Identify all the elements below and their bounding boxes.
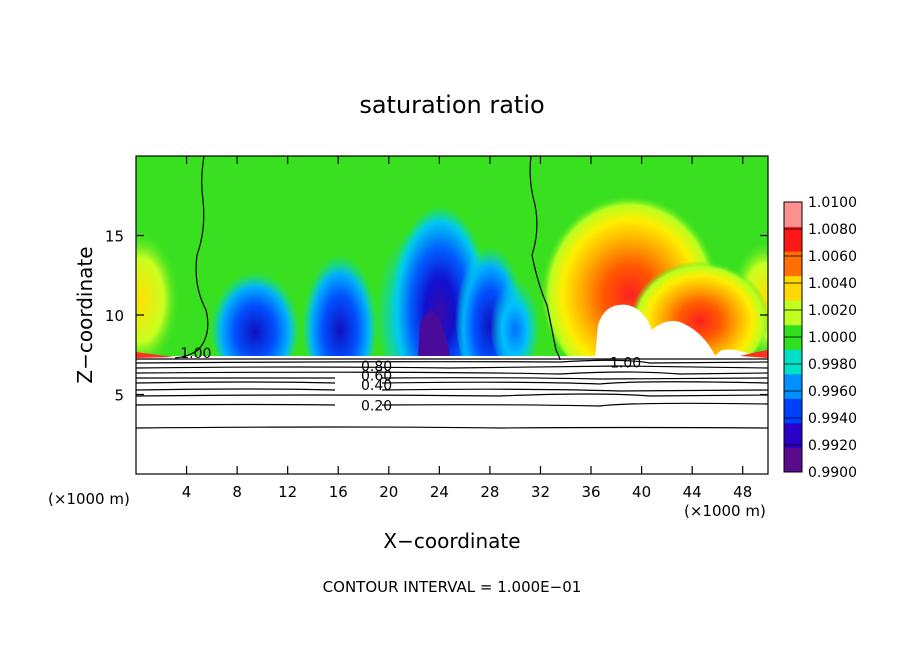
contour-line-0p20 [136,402,768,407]
x-axis: 4 8 12 16 20 24 28 32 36 40 44 48 [182,156,752,501]
x-axis-label: X−coordinate [383,529,520,553]
x-tick-label: 28 [480,483,499,501]
contour-label: 1.00 [610,356,641,372]
x-unit-left: (×1000 m) [48,490,130,508]
colorbar-segment [784,373,802,399]
contour-label: 0.40 [361,378,392,394]
contour-line-top-3 [136,365,768,369]
contour-line-0p80 [136,377,768,380]
x-tick-label: 4 [182,483,192,501]
x-tick-label: 40 [632,483,651,501]
colorbar-segment [784,300,802,326]
x-tick-label: 20 [379,483,398,501]
contour-label: 0.80 [361,359,392,375]
y-axis-label: Z−coordinate [73,246,97,383]
contour-line-mid [136,393,768,397]
contour-line-top-4 [136,371,768,375]
x-tick-label: 24 [430,483,449,501]
y-axis: 5 10 15 [105,228,768,405]
field-yellow-left [136,230,180,370]
contour-line-0p60 [136,381,768,385]
contour-line-top-2 [136,359,768,364]
contour-line-bottom [136,426,768,429]
contour-label: 1.00 [180,346,211,362]
field-blue-plume-2 [302,240,378,390]
colorbar-segment [784,422,802,448]
x-tick-label: 32 [531,483,550,501]
colorbar-tick-label: 1.0060 [808,249,857,265]
colorbar-segment [784,226,802,252]
contour-label: 0.20 [361,399,392,415]
x-tick-label: 44 [683,483,702,501]
contour-labels: 1.00 1.00 0.800.600.40 0.20 [180,346,641,414]
contour-lines [136,156,768,429]
colorbar-tick-label: 1.0020 [808,303,857,319]
colorbar-tick-label: 0.9900 [808,465,857,481]
field-dark-core [418,311,450,358]
y-tick-label: 15 [105,228,124,246]
colorbar-segment [784,251,802,277]
colorbar-segment [784,349,802,375]
x-tick-label: 16 [329,483,348,501]
x-tick-label: 12 [278,483,297,501]
contour-interval-footer: CONTOUR INTERVAL = 1.000E−01 [323,578,582,596]
field-red-edge-left [136,352,175,358]
colorbar-tick-label: 0.9980 [808,357,857,373]
field-cyan-plume [490,270,540,370]
colorbar-tick-label: 0.9940 [808,411,857,427]
colorbar-tick-label: 0.9960 [808,384,857,400]
chart-title: saturation ratio [359,91,544,119]
x-unit-right: (×1000 m) [684,502,766,520]
contour-line-1p00-mid [529,156,561,361]
colorbar: 0.9900 0.9920 0.9940 0.9960 0.9980 1.0000 1.00… [783,195,857,481]
contour-label: 0.60 [361,368,392,384]
contour-line-1p00-left [174,156,209,359]
x-tick-label: 8 [232,483,242,501]
field-white-dome-1 [595,304,716,358]
colorbar-tick-label: 1.0000 [808,330,857,346]
x-tick-label: 36 [581,483,600,501]
x-tick-label: 48 [733,483,752,501]
field-lower-white [136,356,768,474]
y-tick-label: 5 [114,387,124,405]
colorbar-segment [784,275,802,301]
plot-area [136,156,768,474]
y-tick-label: 10 [105,307,124,325]
colorbar-tick-label: 0.9920 [808,438,857,454]
colorbar-segment [784,447,802,473]
field-blue-plume-1 [210,260,300,380]
colorbar-segment [784,398,802,424]
colorbar-tick-label: 1.0080 [808,222,857,238]
colorbar-tick-label: 1.0040 [808,276,857,292]
colorbar-segment [784,202,802,228]
contour-line-0p40 [136,388,768,392]
colorbar-tick-label: 1.0100 [808,195,857,211]
field-red-edge-right [740,350,768,358]
